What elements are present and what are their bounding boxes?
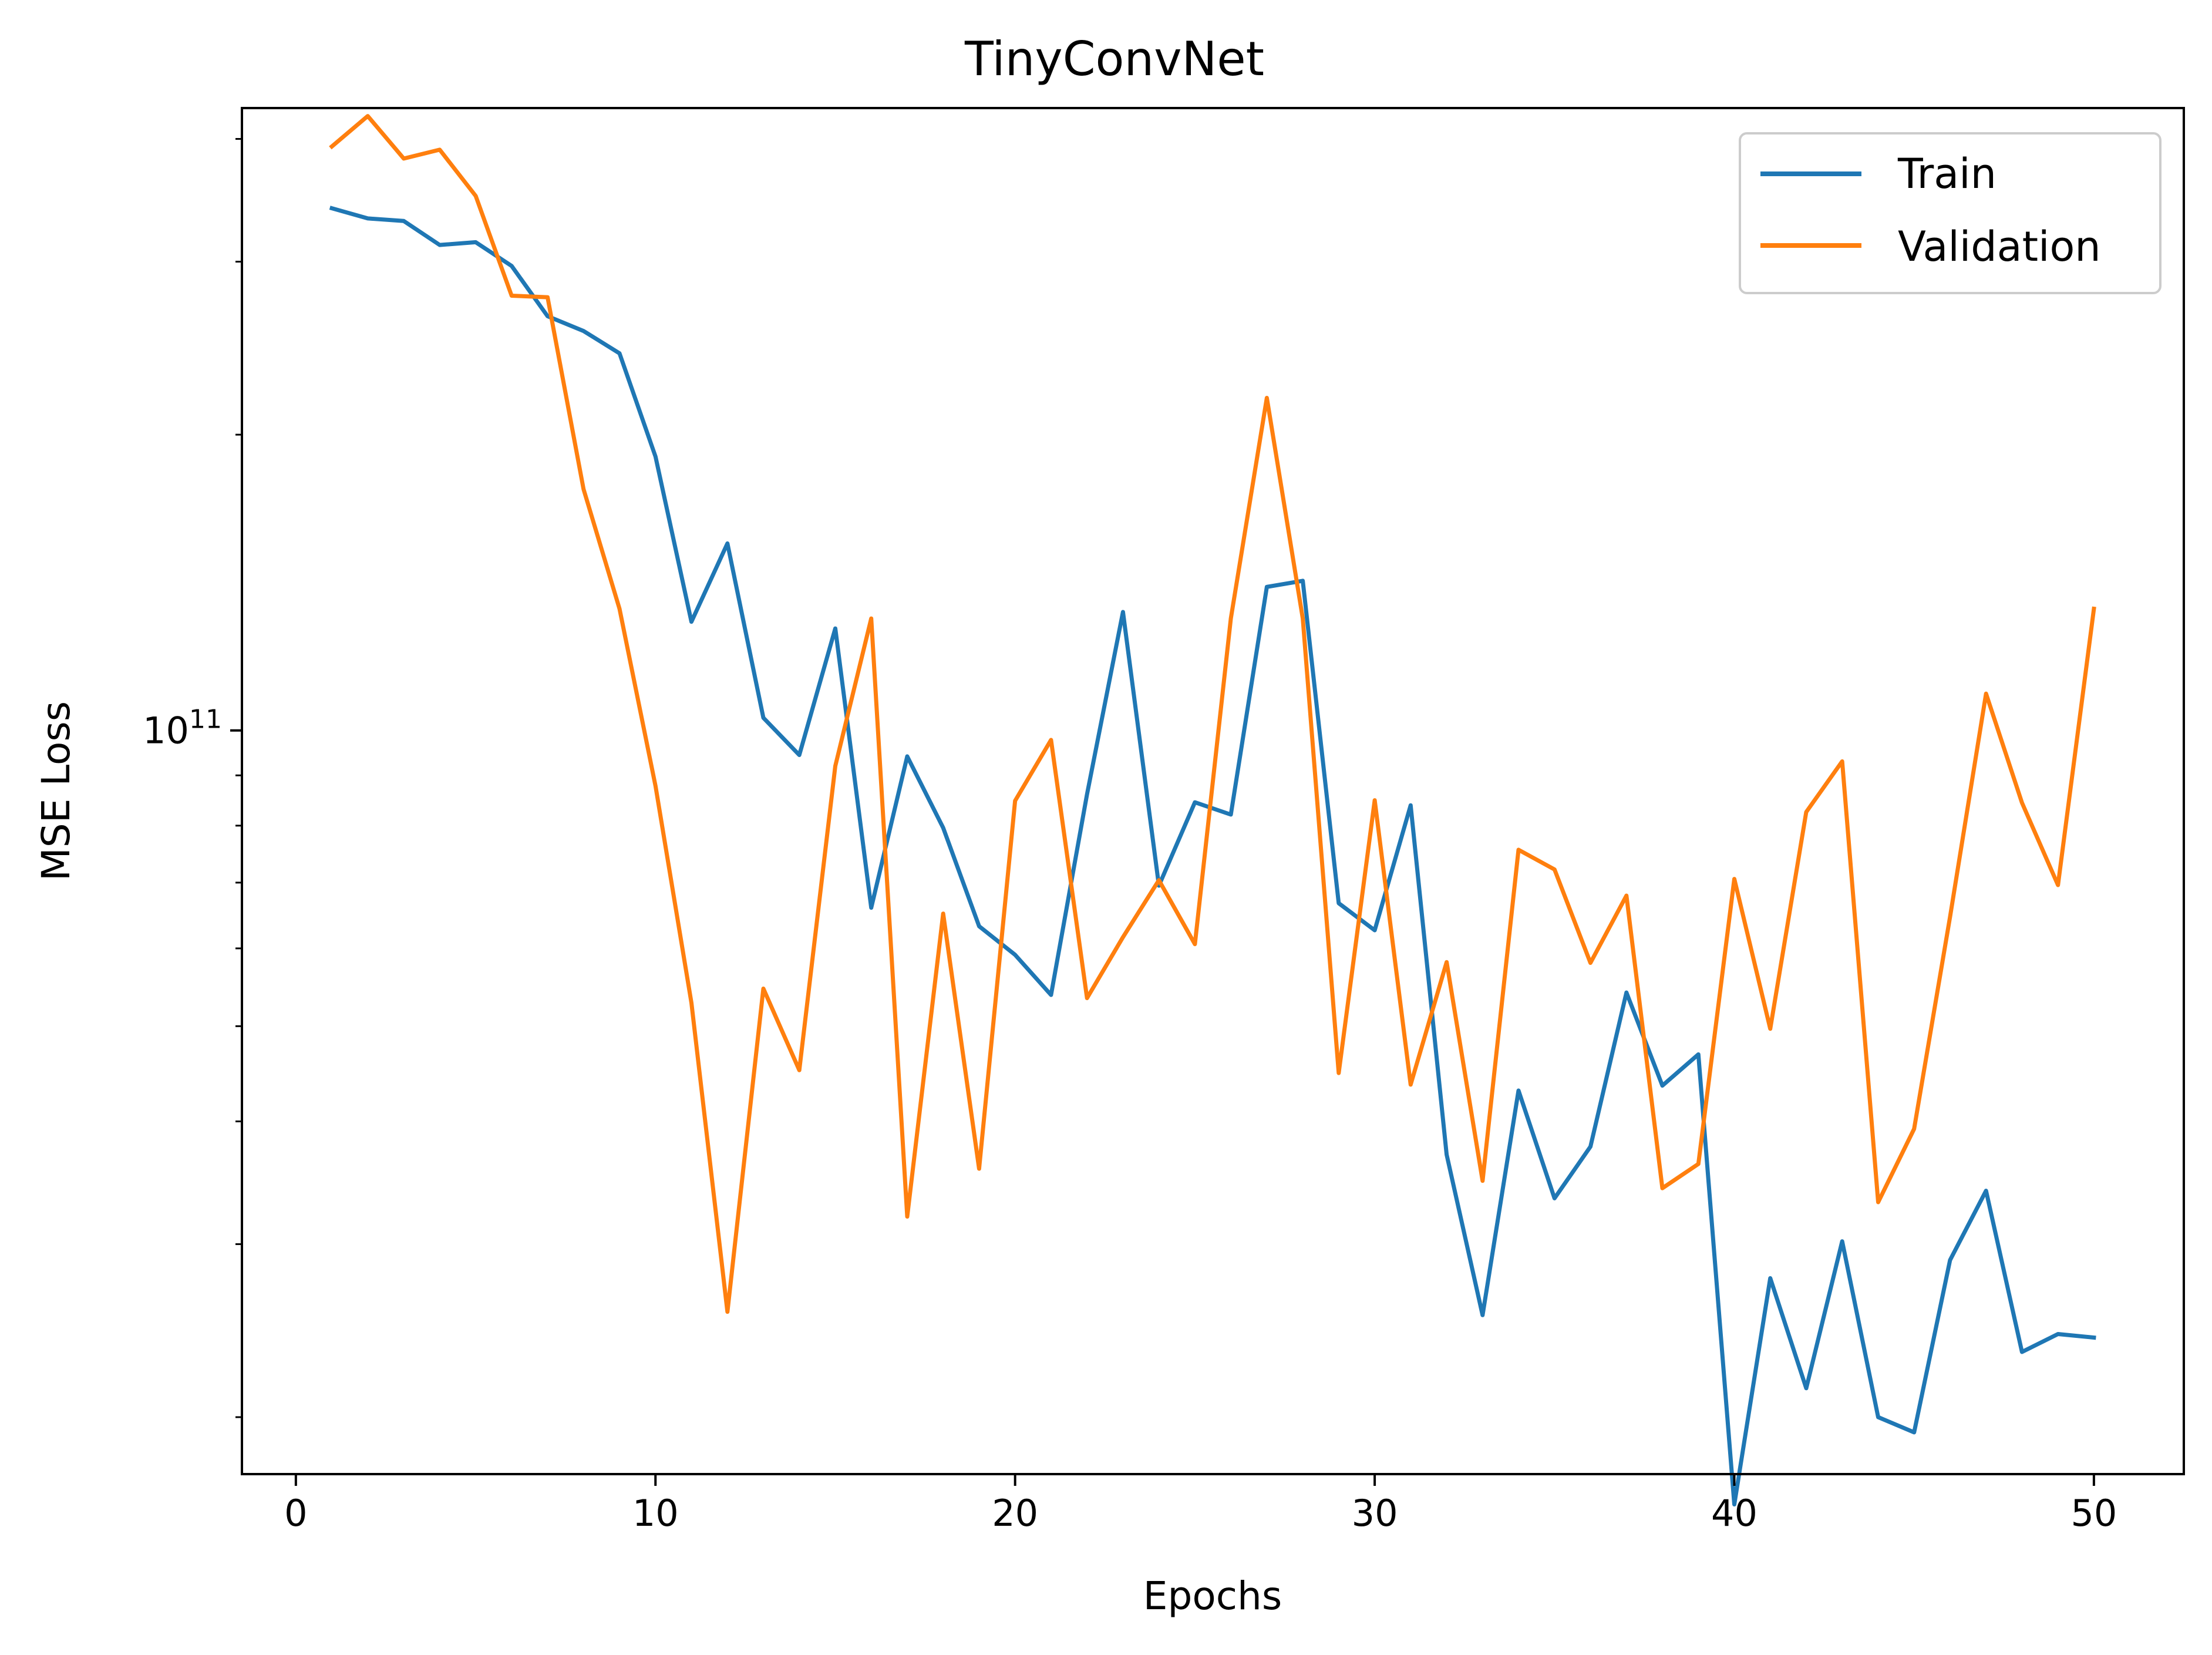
x-axis-label: Epochs <box>1143 1573 1282 1619</box>
x-tick-label: 20 <box>992 1492 1038 1535</box>
x-tick-label: 50 <box>2070 1492 2117 1535</box>
x-tick-label: 30 <box>1352 1492 1398 1535</box>
legend: Train Validation <box>1739 132 2162 294</box>
legend-label-validation: Validation <box>1898 223 2101 271</box>
y-axis: 1011 <box>143 138 242 1418</box>
plot-area <box>241 107 2185 1507</box>
x-tick-label: 10 <box>632 1492 679 1535</box>
series-line-validation <box>329 114 2096 1314</box>
x-tick-label: 40 <box>1711 1492 1758 1535</box>
series-layer <box>329 114 2096 1507</box>
legend-label-train: Train <box>1897 150 1996 198</box>
chart-title: TinyConvNet <box>964 32 1264 86</box>
y-axis-label: MSE Loss <box>33 701 79 881</box>
x-tick-label: 0 <box>284 1492 307 1535</box>
x-axis: 0 10 20 30 40 50 <box>284 1474 2117 1535</box>
series-line-train <box>329 206 2096 1507</box>
axes-frame <box>241 107 2185 1475</box>
y-tick-label: 1011 <box>143 705 222 752</box>
